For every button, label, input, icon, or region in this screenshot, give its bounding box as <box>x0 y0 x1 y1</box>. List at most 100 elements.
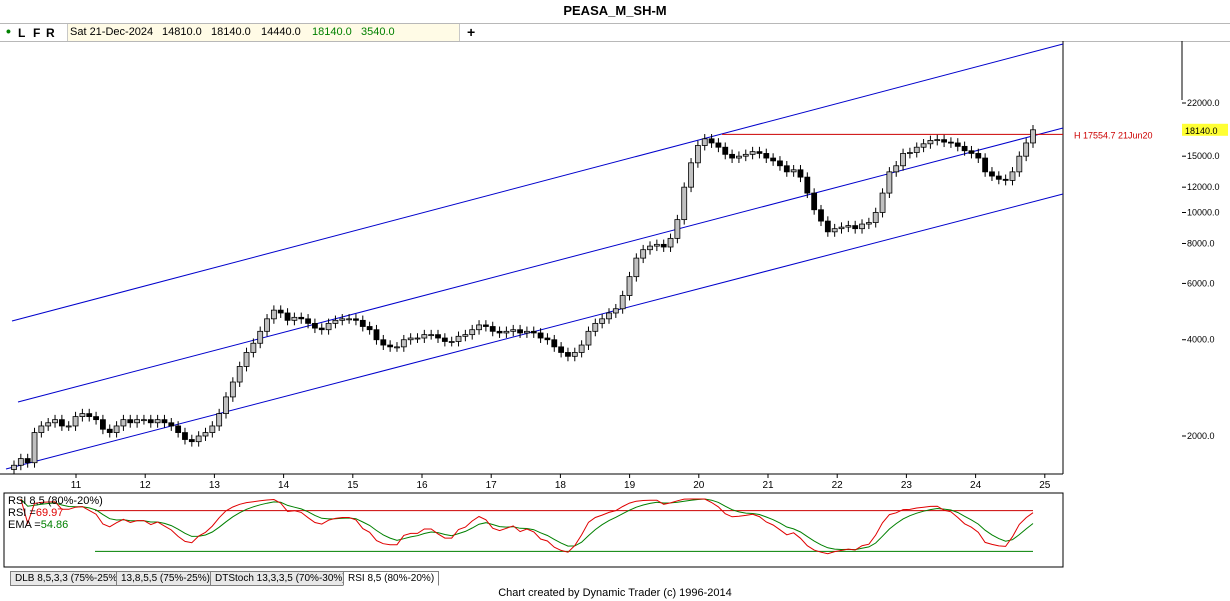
candle-body <box>332 319 339 324</box>
candle <box>1023 138 1030 162</box>
candle-body <box>804 176 811 194</box>
y-tick-label: 2000.0 <box>1187 431 1215 441</box>
y-tick-label: 15000.0 <box>1187 151 1220 161</box>
candle <box>441 333 448 347</box>
candle <box>209 421 216 438</box>
candle-body <box>763 153 770 159</box>
candle <box>332 315 339 329</box>
candle-body <box>558 346 565 353</box>
chart-title: PEASA_M_SH-M <box>563 3 667 18</box>
candle-body <box>510 329 517 332</box>
candle <box>941 134 947 148</box>
candle <box>694 140 701 168</box>
candle <box>599 314 606 329</box>
candle <box>380 334 387 350</box>
candle-body <box>852 225 859 230</box>
tab-rsi[interactable]: RSI 8,5 (80%-20%) <box>343 571 440 586</box>
candle <box>421 329 428 343</box>
candle <box>394 342 400 352</box>
candle-body <box>749 151 756 155</box>
candle <box>865 217 872 230</box>
price-box <box>1182 123 1228 136</box>
toolbar: • L F R Sat 21-Dec-2024 14810.0 18140.0 … <box>0 23 1230 42</box>
x-tick-label: 22 <box>832 480 844 491</box>
candle <box>113 421 120 438</box>
bar-high: 18140.0 <box>211 26 251 38</box>
candle <box>565 347 571 362</box>
candle <box>619 290 626 314</box>
candle-body <box>428 334 435 337</box>
candle-body <box>626 276 633 296</box>
candle <box>537 328 544 343</box>
toolbar-r-button[interactable]: R <box>46 26 55 40</box>
candle-body <box>100 419 106 430</box>
candle-body <box>592 322 599 332</box>
x-tick-label: 16 <box>416 480 428 491</box>
candle-body <box>1009 171 1016 181</box>
candle-body <box>161 419 168 424</box>
candle <box>790 165 797 177</box>
candle <box>482 320 489 332</box>
candle-body <box>742 153 749 157</box>
x-tick-label: 13 <box>209 480 221 491</box>
tab-dtstoch[interactable]: DTStoch 13,3,3,5 (70%-30%) <box>210 571 351 586</box>
candle <box>462 329 469 342</box>
candle <box>182 427 188 445</box>
candle-body <box>277 309 284 314</box>
candle <box>134 414 141 428</box>
candle <box>517 324 523 338</box>
candle-body <box>859 223 865 230</box>
y-tick-label: 12000.0 <box>1187 182 1220 192</box>
candle-body <box>113 425 120 433</box>
candle <box>428 329 435 340</box>
candle <box>284 308 291 326</box>
candle <box>414 333 421 343</box>
candle-body <box>127 419 134 424</box>
bar-date: Sat 21-Dec-2024 <box>70 26 154 38</box>
candle <box>175 421 182 438</box>
add-icon[interactable]: + <box>467 24 476 40</box>
tab-dlb-13855[interactable]: 13,8,5,5 (75%-25%) <box>116 571 215 586</box>
candle-body <box>134 419 141 424</box>
candle <box>681 182 688 225</box>
status-bullet-icon: • <box>6 23 11 39</box>
candle-body <box>954 142 961 147</box>
tab-dlb[interactable]: DLB 8,5,3,3 (75%-25%) <box>10 571 126 586</box>
toolbar-f-button[interactable]: F <box>33 26 41 40</box>
candle <box>667 233 674 252</box>
candle-body <box>482 324 489 327</box>
x-tick-label: 18 <box>555 480 567 491</box>
candle <box>763 148 770 163</box>
bar-close: 18140.0 <box>312 26 352 38</box>
candle <box>879 188 886 218</box>
candle-body <box>223 396 229 415</box>
candle-body <box>387 344 394 348</box>
candle-body <box>722 146 729 155</box>
candle-body <box>182 432 188 440</box>
candle <box>606 308 612 324</box>
candle-body <box>619 295 626 310</box>
candle-body <box>688 162 694 188</box>
candle-body <box>633 257 640 278</box>
channel-line-2 <box>17 127 1064 403</box>
candle-body <box>65 425 72 428</box>
candle-body <box>913 146 920 153</box>
candle <box>366 321 373 335</box>
candle <box>551 334 558 352</box>
candle-body <box>948 141 954 144</box>
candle <box>749 146 756 160</box>
candle-body <box>667 237 674 248</box>
candle-body <box>1030 129 1036 144</box>
candle <box>65 421 72 431</box>
oscillator-title: RSI 8,5 (80%-20%) <box>8 495 103 507</box>
candle-body <box>79 413 86 417</box>
candle <box>688 158 694 193</box>
candle <box>31 427 38 468</box>
candle <box>742 149 749 162</box>
rsi-prefix: RSI = <box>8 507 36 519</box>
toolbar-l-button[interactable]: L <box>18 26 26 40</box>
candle-body <box>975 153 982 159</box>
candle <box>202 427 209 441</box>
candle-body <box>93 416 99 421</box>
